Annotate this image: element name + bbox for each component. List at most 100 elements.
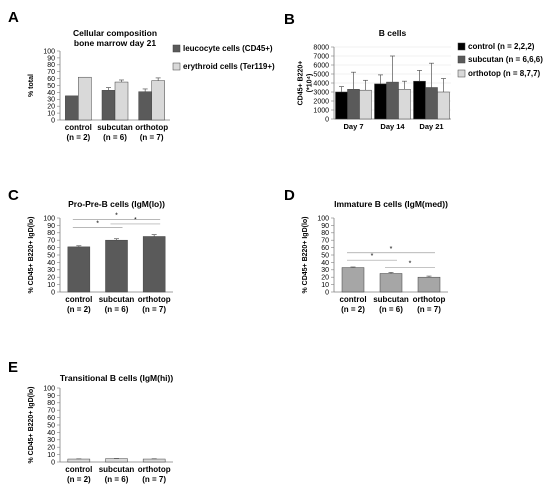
y-tick-label: 4000 [313, 80, 329, 87]
x-tick-label: subcutan (n = 6) [99, 465, 135, 484]
y-tick-label: 70 [47, 69, 55, 76]
y-tick-label: 90 [47, 393, 55, 400]
y-tick-label: 2000 [313, 98, 329, 105]
y-tick-label: 100 [43, 385, 55, 392]
y-tick-label: 40 [47, 430, 55, 437]
bar [437, 91, 450, 120]
chart-panel-d: D Immature B cells (IgM(med)) 010203040506… [284, 187, 448, 314]
y-tick-label: 30 [47, 97, 55, 104]
y-tick-label: 80 [47, 400, 55, 407]
y-tick-label: 0 [51, 459, 55, 466]
y-tick-label: 30 [47, 267, 55, 274]
y-tick-label: 90 [321, 223, 329, 230]
y-tick-label: 50 [47, 83, 55, 90]
bar [417, 276, 441, 293]
y-tick-label: 80 [47, 62, 55, 69]
y-tick-label: 0 [325, 116, 329, 123]
y-axis-label: % total [28, 74, 35, 97]
y-tick-label: 60 [47, 76, 55, 83]
bar [142, 458, 166, 463]
y-tick-label: 10 [47, 452, 55, 459]
y-tick-label: 10 [47, 111, 55, 118]
chart-title: Pro-Pre-B cells (IgM(lo)) [68, 199, 165, 209]
x-tick-label: subcutan (n = 6) [97, 123, 133, 142]
bar [425, 87, 438, 120]
y-tick-label: 10 [47, 282, 55, 289]
x-tick-label: subcutan (n = 6) [99, 295, 135, 314]
legend-label: orthotop (n = 8,7,7) [468, 69, 541, 78]
legend-label: subcutan (n = 6,6,6) [468, 55, 543, 64]
chart-panel-e: E Transitional B cells (IgM(hi)) 010203040… [8, 359, 173, 484]
y-tick-label: 80 [321, 230, 329, 237]
chart-panel-b: B B cells 0 1000 2000 3000 4000 5000 6000 7000 800… [284, 11, 543, 131]
bar [114, 81, 129, 121]
legend-swatch [457, 55, 466, 64]
y-tick-label: 100 [43, 48, 55, 55]
x-tick-label: control (n = 2) [65, 465, 92, 484]
significance-star: * [134, 217, 137, 224]
bar [105, 239, 128, 293]
bar [398, 89, 411, 120]
x-tick-label: Day 21 [419, 122, 443, 131]
y-tick-label: 6000 [313, 62, 329, 69]
y-tick-label: 3000 [313, 89, 329, 96]
y-tick-label: 70 [321, 238, 329, 245]
panel-label: E [8, 359, 18, 376]
chart-panel-a: A Cellular composition bone marrow day 21 0… [8, 9, 275, 142]
bar [347, 89, 360, 120]
legend-swatch [172, 44, 181, 53]
legend-label: leucocyte cells (CD45+) [183, 44, 273, 53]
bar [413, 80, 426, 120]
y-tick-label: 1000 [313, 107, 329, 114]
legend-swatch [457, 69, 466, 78]
y-tick-label: 50 [47, 252, 55, 259]
bar [67, 246, 91, 293]
y-tick-label: 0 [325, 289, 329, 296]
y-tick-label: 40 [47, 90, 55, 97]
y-tick-label: 60 [47, 245, 55, 252]
chart-title: Immature B cells (IgM(med)) [334, 199, 448, 209]
x-tick-label: orthotop (n = 7) [135, 123, 168, 142]
significance-star: * [409, 261, 412, 268]
x-tick-label: subcutan (n = 6) [373, 295, 409, 314]
legend-label: control (n = 2,2,2) [468, 42, 535, 51]
bar [67, 458, 91, 463]
y-tick-label: 80 [47, 230, 55, 237]
x-tick-label: Day 7 [343, 122, 363, 131]
bar [341, 267, 365, 293]
legend-swatch [172, 62, 181, 71]
y-tick-label: 100 [317, 215, 329, 222]
y-tick-label: 5000 [313, 71, 329, 78]
x-tick-label: orthotop (n = 7) [413, 295, 446, 314]
bar [138, 91, 152, 121]
y-tick-label: 20 [47, 104, 55, 111]
chart-title: B cells [379, 28, 407, 38]
bar [151, 80, 165, 121]
x-tick-label: orthotop (n = 7) [138, 465, 171, 484]
bar [359, 89, 372, 120]
y-tick-label: 90 [47, 55, 55, 62]
y-tick-label: 20 [321, 275, 329, 282]
y-tick-label: 0 [51, 117, 55, 124]
y-axis-label: % CD45+ B220+ IgD(lo) [28, 216, 35, 293]
y-tick-label: 90 [47, 223, 55, 230]
significance-star: * [371, 253, 374, 260]
chart-title: Transitional B cells (IgM(hi)) [60, 373, 174, 383]
panel-label: B [284, 11, 295, 28]
y-tick-label: 30 [47, 437, 55, 444]
y-tick-label: 20 [47, 445, 55, 452]
bar [335, 91, 348, 120]
bar [105, 458, 128, 463]
x-tick-label: control (n = 2) [65, 123, 92, 142]
y-tick-label: 10 [321, 282, 329, 289]
chart-panel-c: C Pro-Pre-B cells (IgM(lo)) 01020304050607… [8, 187, 173, 314]
y-tick-label: 40 [47, 260, 55, 267]
bar [386, 81, 399, 120]
bar [142, 236, 166, 293]
bar [101, 90, 116, 121]
legend-label: erythroid cells (Ter119+) [183, 62, 275, 71]
y-tick-label: 20 [47, 275, 55, 282]
legend-swatch [457, 42, 466, 51]
bar [65, 95, 79, 121]
